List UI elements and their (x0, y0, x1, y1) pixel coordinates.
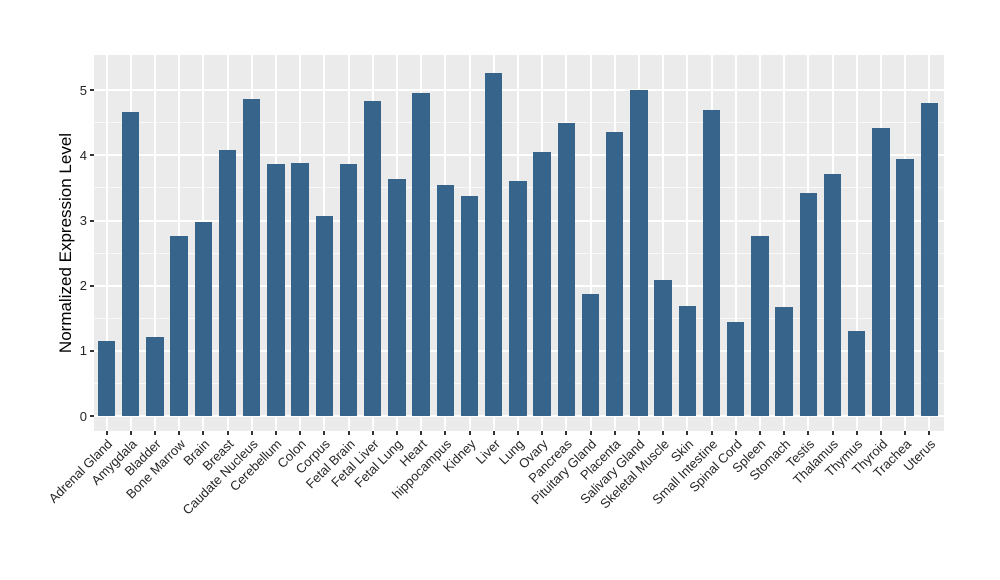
x-tick-mark (274, 431, 277, 435)
bar (97, 341, 116, 417)
bar (872, 128, 890, 417)
x-tick-mark (928, 431, 931, 435)
y-tick-label: 4 (79, 147, 87, 163)
bar (242, 98, 261, 417)
bar (218, 150, 237, 417)
h-gridline-major (94, 89, 944, 92)
x-tick-mark (758, 431, 761, 435)
y-tick-label: 2 (79, 278, 87, 294)
bar (436, 184, 455, 417)
x-tick-label: Liver (472, 436, 503, 467)
y-tick-mark (90, 284, 94, 287)
x-tick-mark (299, 431, 302, 435)
bar (388, 179, 406, 417)
x-tick-mark (250, 431, 253, 435)
bar (484, 72, 503, 417)
bar (678, 305, 697, 417)
x-tick-mark (153, 431, 156, 435)
x-tick-mark (129, 431, 132, 435)
bar (751, 235, 769, 417)
x-tick-mark (831, 431, 834, 435)
bar (557, 122, 576, 417)
v-gridline (589, 55, 592, 431)
x-tick-mark (807, 431, 810, 435)
x-tick-mark (371, 431, 374, 435)
y-tick-mark (90, 415, 94, 417)
bar (460, 195, 479, 417)
x-tick-mark (879, 431, 882, 435)
bar (823, 173, 842, 417)
bar (121, 111, 140, 417)
x-tick-mark (637, 431, 640, 435)
x-tick-mark (323, 431, 326, 435)
y-tick-mark (90, 349, 94, 352)
v-gridline (105, 55, 108, 431)
bar (363, 101, 382, 417)
x-tick-mark (613, 431, 616, 435)
bar (630, 90, 648, 417)
v-gridline (153, 55, 156, 431)
bar (702, 110, 721, 417)
bar (920, 103, 939, 417)
v-gridline (686, 55, 689, 431)
x-tick-mark (444, 431, 447, 435)
bar (847, 331, 866, 417)
x-tick-mark (395, 431, 398, 435)
bar (267, 163, 285, 417)
bar (339, 163, 358, 417)
bar (775, 306, 793, 417)
v-gridline (855, 55, 858, 431)
y-tick-label: 1 (79, 343, 87, 359)
h-gridline-major (94, 154, 944, 157)
x-tick-mark (492, 431, 495, 435)
bar (194, 222, 213, 417)
x-tick-mark (686, 431, 689, 435)
x-tick-mark (710, 431, 713, 435)
bar (654, 280, 672, 417)
h-gridline-minor (94, 122, 944, 124)
bar (605, 131, 624, 417)
v-gridline (783, 55, 786, 431)
x-tick-mark (468, 431, 471, 435)
bar (146, 337, 164, 417)
x-tick-mark (734, 431, 737, 435)
v-gridline (734, 55, 737, 431)
bar (581, 294, 600, 417)
x-tick-mark (904, 431, 907, 435)
y-tick-mark (90, 89, 94, 92)
x-tick-mark (202, 431, 205, 435)
bar (726, 322, 745, 417)
x-tick-mark (783, 431, 786, 435)
bar (315, 215, 334, 417)
bar (509, 180, 527, 417)
x-tick-mark (226, 431, 229, 435)
x-tick-mark (541, 431, 544, 435)
bar (533, 152, 551, 417)
h-gridline-major (94, 415, 944, 418)
bar (799, 192, 818, 417)
bar (896, 159, 914, 417)
v-gridline (662, 55, 665, 431)
plot-panel (94, 55, 944, 431)
y-tick-label: 3 (79, 213, 87, 229)
x-tick-mark (855, 431, 858, 435)
bar (170, 235, 188, 417)
x-tick-mark (662, 431, 665, 435)
x-tick-mark (589, 431, 592, 435)
x-tick-mark (178, 431, 181, 435)
x-tick-mark (420, 431, 423, 435)
y-tick-mark (90, 219, 94, 222)
bar (291, 163, 309, 417)
y-axis-title: Normalized Expression Level (56, 132, 75, 354)
x-tick-mark (347, 431, 350, 435)
bar (412, 93, 430, 417)
x-tick-mark (516, 431, 519, 435)
x-tick-mark (565, 431, 568, 435)
y-tick-label: 0 (79, 408, 87, 424)
x-tick-mark (105, 431, 108, 435)
y-tick-mark (90, 154, 94, 157)
y-tick-label: 5 (79, 82, 87, 98)
